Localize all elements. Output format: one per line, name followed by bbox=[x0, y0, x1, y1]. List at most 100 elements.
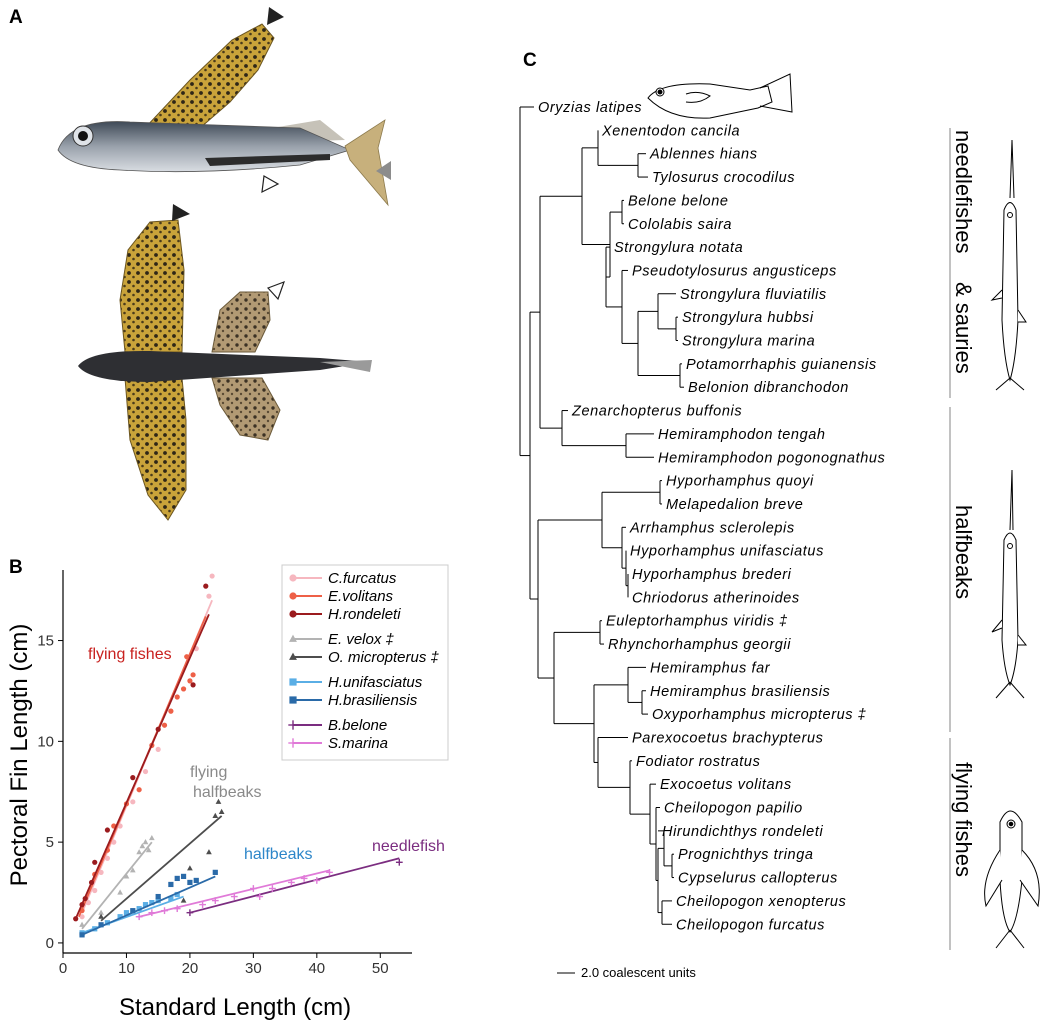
tree-taxon-label: Strongylura fluviatilis bbox=[680, 287, 827, 303]
tree-taxon-label: Melapedalion breve bbox=[666, 497, 803, 513]
data-point bbox=[187, 865, 193, 871]
data-point bbox=[215, 798, 222, 804]
x-tick-label: 20 bbox=[182, 960, 199, 977]
data-point bbox=[174, 891, 180, 898]
data-point bbox=[395, 858, 403, 866]
fin-length-scatter-chart: 0 10 20 30 40 50 0 5 10 15 Standard Length (cm) P… bbox=[6, 564, 449, 1021]
y-tick-label: 10 bbox=[37, 733, 54, 750]
y-tick-label: 15 bbox=[37, 633, 54, 650]
fit-line bbox=[100, 815, 223, 922]
data-point bbox=[180, 873, 187, 879]
tree-taxon-label: Euleptorhamphus viridis ‡ bbox=[606, 614, 788, 630]
x-tick-label: 40 bbox=[308, 960, 325, 977]
chart-annotations: flying fishes flying halfbeaks halfbeaks nee… bbox=[88, 646, 445, 863]
tree-taxon-label: Hemiramphus brasiliensis bbox=[650, 684, 830, 700]
tree-taxon-label: Hyporhamphus unifasciatus bbox=[630, 544, 824, 560]
clade-label-needlefishes: needlefishes bbox=[951, 130, 976, 254]
data-point bbox=[256, 893, 264, 900]
data-point bbox=[92, 859, 98, 865]
data-point bbox=[193, 877, 199, 884]
tree-taxon-label: Parexocoetus brachypterus bbox=[632, 730, 824, 746]
tree-taxon-label: Prognichthys tringa bbox=[678, 847, 814, 863]
legend-label: E.volitans bbox=[328, 588, 394, 605]
tree-branches bbox=[519, 106, 684, 925]
fish-dorsal-view bbox=[78, 204, 372, 521]
data-point bbox=[79, 921, 85, 927]
fit-line bbox=[81, 875, 216, 936]
tree-taxon-label: Strongylura marina bbox=[682, 334, 815, 350]
data-point bbox=[269, 885, 276, 892]
data-point bbox=[326, 868, 333, 876]
legend-entry: C.furcatus bbox=[289, 570, 397, 587]
tree-taxon-label: Cheilopogon furcatus bbox=[676, 917, 825, 933]
data-point bbox=[139, 843, 146, 849]
legend-entry: S.marina bbox=[288, 735, 388, 752]
panel-label-b: B bbox=[9, 557, 23, 578]
tree-taxon-label: Hirundichthys rondeleti bbox=[662, 824, 823, 840]
y-axis-label: Pectoral Fin Length (cm) bbox=[6, 624, 33, 887]
tree-taxon-label: Strongylura notata bbox=[614, 240, 743, 256]
flying-fish-drawing bbox=[984, 810, 1040, 949]
chart-marks bbox=[73, 573, 403, 938]
x-tick-label: 50 bbox=[372, 960, 389, 977]
data-point bbox=[218, 808, 225, 814]
legend-entry: E.volitans bbox=[289, 588, 394, 605]
legend-label: H.rondeleti bbox=[328, 606, 401, 623]
data-point bbox=[142, 768, 149, 775]
y-tick-label: 5 bbox=[46, 834, 54, 851]
data-point bbox=[117, 889, 123, 895]
data-point bbox=[130, 799, 136, 805]
fit-line bbox=[81, 841, 153, 930]
data-point bbox=[180, 897, 187, 903]
tree-taxon-label: Pseudotylosurus angusticeps bbox=[632, 263, 837, 279]
tree-taxon-label: Belonion dibranchodon bbox=[688, 380, 849, 396]
data-point bbox=[161, 722, 168, 728]
data-point bbox=[117, 914, 123, 920]
fit-line bbox=[74, 613, 210, 920]
tree-taxon-label: Oryzias latipes bbox=[538, 100, 642, 116]
data-point bbox=[190, 682, 196, 688]
tree-taxon-label: Hyporhamphus brederi bbox=[632, 567, 792, 583]
tree-taxon-label: Hemiramphodon pogonognathus bbox=[658, 450, 885, 466]
data-point bbox=[98, 922, 104, 928]
data-point bbox=[190, 672, 196, 678]
data-point bbox=[123, 910, 130, 916]
x-tick-label: 10 bbox=[118, 960, 135, 977]
series-bbelone bbox=[186, 857, 403, 917]
tree-taxon-label: Hyporhamphus quoyi bbox=[666, 474, 814, 490]
data-point bbox=[149, 900, 155, 906]
chart-annotation: halfbeaks bbox=[244, 846, 313, 863]
legend-label: O. micropterus ‡ bbox=[328, 649, 440, 666]
data-point bbox=[145, 847, 152, 853]
fish-side-view bbox=[57, 7, 391, 207]
data-point bbox=[203, 583, 209, 589]
tree-taxa-labels: Oryzias latipes Xenentodon cancila Ablenne… bbox=[538, 100, 885, 933]
series-omicropterus bbox=[98, 798, 225, 922]
y-tick-label: 0 bbox=[46, 935, 54, 952]
legend-entry: O. micropterus ‡ bbox=[289, 649, 440, 666]
panel-label-a: A bbox=[9, 7, 23, 28]
halfbeak-drawing bbox=[991, 469, 1028, 699]
legend-label: B.belone bbox=[328, 717, 387, 734]
medaka-drawing bbox=[647, 73, 793, 119]
flying-fish-photos bbox=[57, 7, 391, 521]
data-point bbox=[79, 914, 85, 920]
data-point bbox=[168, 895, 174, 902]
tree-taxon-label: Cheilopogon xenopterus bbox=[676, 894, 846, 910]
tree-taxon-label: Oxyporhamphus micropterus ‡ bbox=[652, 707, 866, 723]
chart-annotation: halfbeaks bbox=[193, 784, 262, 801]
tree-taxon-label: Tylosurus crocodilus bbox=[652, 170, 795, 186]
chart-axes: 0 10 20 30 40 50 0 5 10 15 bbox=[37, 570, 412, 977]
legend-label: S.marina bbox=[328, 735, 388, 752]
legend-label: E. velox ‡ bbox=[328, 631, 395, 648]
series-hrondeleti bbox=[73, 583, 210, 922]
tree-taxon-label: Ablennes hians bbox=[649, 147, 758, 163]
tree-taxon-label: Xenentodon cancila bbox=[601, 123, 740, 139]
data-point bbox=[136, 787, 142, 793]
tree-taxon-label: Belone belone bbox=[628, 193, 729, 209]
data-point bbox=[98, 909, 104, 915]
tree-taxon-label: Hemiramphodon tengah bbox=[658, 427, 826, 443]
data-point bbox=[168, 708, 174, 714]
data-point bbox=[168, 881, 174, 888]
